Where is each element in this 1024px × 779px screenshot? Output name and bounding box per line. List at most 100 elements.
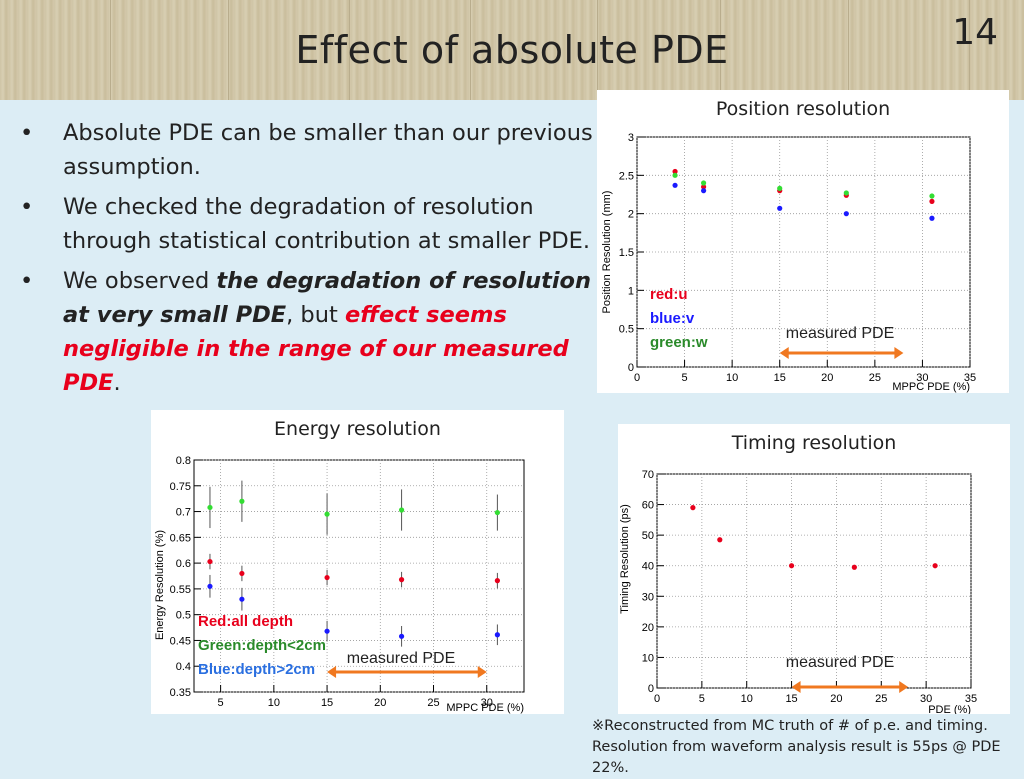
data-point bbox=[690, 505, 696, 511]
arrow-head-right bbox=[899, 681, 909, 693]
legend-label: blue:v bbox=[650, 310, 695, 327]
x-tick-label: 10 bbox=[741, 693, 753, 705]
x-tick-label: 10 bbox=[726, 372, 738, 384]
arrow-head-left bbox=[779, 347, 789, 359]
data-point bbox=[494, 509, 500, 516]
data-point bbox=[929, 198, 935, 204]
data-point bbox=[777, 185, 783, 191]
bullet-marker: • bbox=[20, 268, 34, 294]
y-tick-label: 0.35 bbox=[170, 687, 191, 699]
data-point bbox=[324, 511, 330, 517]
data-point bbox=[207, 504, 213, 511]
data-point bbox=[398, 507, 405, 513]
x-tick-label: 5 bbox=[218, 697, 224, 709]
bullet-text: . bbox=[113, 370, 121, 396]
y-tick-label: 50 bbox=[642, 530, 654, 542]
slide-title: Effect of absolute PDE bbox=[295, 28, 729, 72]
bullet-emphasis: the degradation of resolution at very sm… bbox=[63, 268, 592, 328]
footnote-line: ※Reconstructed from MC truth of # of p.e… bbox=[592, 718, 988, 734]
slide-header bbox=[0, 0, 1024, 100]
arrow-head-left bbox=[791, 681, 801, 693]
arrow-head-right bbox=[894, 347, 904, 359]
data-point bbox=[207, 583, 213, 589]
data-point bbox=[672, 168, 678, 175]
data-point bbox=[843, 211, 849, 217]
y-tick-label: 30 bbox=[642, 591, 654, 603]
x-tick-label: 20 bbox=[821, 372, 833, 384]
y-tick-label: 0 bbox=[628, 362, 634, 374]
y-tick-label: 0 bbox=[648, 683, 654, 695]
data-point bbox=[494, 632, 500, 638]
y-tick-label: 3 bbox=[628, 132, 634, 144]
y-tick-label: 1 bbox=[628, 285, 634, 297]
measured-pde-label: measured PDE bbox=[786, 325, 895, 342]
y-tick-label: 0.5 bbox=[176, 610, 191, 622]
bullet-list: • Absolute PDE can be smaller than our p… bbox=[20, 116, 595, 406]
y-tick-label: 0.55 bbox=[170, 584, 191, 596]
y-axis-label: Energy Resolution (%) bbox=[154, 530, 166, 640]
legend-label: Red:all depth bbox=[198, 613, 293, 630]
legend-label: Blue:depth>2cm bbox=[198, 661, 315, 678]
x-tick-label: 30 bbox=[920, 693, 932, 705]
y-tick-label: 0.65 bbox=[170, 532, 191, 544]
energy-resolution-chart: 0.35 0.4 0.45 0.5 0.55 0.6 0.65 0.7 0.75 0.8 5 10 15… bbox=[154, 455, 525, 714]
x-axis-label: MPPC PDE (%) bbox=[892, 381, 970, 393]
data-point bbox=[398, 577, 405, 583]
x-tick-label: 0 bbox=[654, 693, 660, 705]
arrow-head-left bbox=[327, 666, 337, 678]
data-point bbox=[717, 537, 723, 543]
y-tick-label: 2 bbox=[628, 209, 634, 221]
x-tick-label: 5 bbox=[699, 693, 705, 705]
chart-title: Energy resolution bbox=[274, 418, 441, 440]
bullet-item: • We observed the degradation of resolut… bbox=[20, 264, 595, 400]
y-tick-label: 40 bbox=[642, 561, 654, 573]
x-axis-label: MPPC PDE (%) bbox=[446, 702, 524, 714]
bullet-marker: • bbox=[20, 120, 34, 146]
x-tick-label: 20 bbox=[830, 693, 842, 705]
footnote: ※Reconstructed from MC truth of # of p.e… bbox=[592, 716, 1024, 779]
data-point bbox=[239, 596, 245, 602]
x-tick-label: 25 bbox=[427, 697, 439, 709]
y-tick-label: 2.5 bbox=[619, 170, 634, 182]
y-tick-label: 60 bbox=[642, 500, 654, 512]
x-tick-label: 10 bbox=[268, 697, 280, 709]
data-point bbox=[239, 498, 245, 504]
x-tick-label: 15 bbox=[774, 372, 786, 384]
data-point bbox=[324, 628, 330, 634]
y-tick-label: 0.6 bbox=[176, 558, 191, 570]
data-point bbox=[843, 190, 849, 196]
data-point bbox=[701, 180, 707, 186]
x-tick-label: 0 bbox=[634, 372, 640, 384]
y-tick-label: 0.5 bbox=[619, 324, 634, 336]
y-tick-label: 0.75 bbox=[170, 481, 191, 493]
data-point bbox=[207, 558, 213, 565]
x-tick-label: 30 bbox=[916, 372, 928, 384]
data-point bbox=[701, 188, 707, 194]
y-tick-label: 20 bbox=[642, 622, 654, 634]
page-number: 14 bbox=[952, 12, 998, 53]
y-axis-label: Timing Resolution (ps) bbox=[619, 504, 631, 614]
data-point bbox=[932, 563, 938, 569]
y-tick-label: 0.45 bbox=[170, 635, 191, 647]
x-tick-label: 5 bbox=[682, 372, 688, 384]
data-point bbox=[788, 563, 795, 569]
data-point bbox=[324, 574, 330, 581]
x-tick-label: 35 bbox=[964, 372, 976, 384]
data-point bbox=[929, 193, 935, 199]
data-point bbox=[851, 564, 857, 570]
y-tick-label: 0.4 bbox=[176, 661, 191, 673]
data-point bbox=[672, 172, 678, 178]
bullet-text: , but bbox=[286, 302, 345, 328]
bullet-text: We observed bbox=[63, 268, 217, 294]
y-tick-label: 0.7 bbox=[176, 507, 191, 519]
chart-title: Timing resolution bbox=[731, 432, 897, 454]
y-tick-label: 70 bbox=[642, 469, 654, 481]
bullet-text: Absolute PDE can be smaller than our pre… bbox=[63, 120, 593, 180]
legend-label: Green:depth<2cm bbox=[198, 637, 326, 654]
bullet-item: • Absolute PDE can be smaller than our p… bbox=[20, 116, 595, 184]
x-tick-label: 35 bbox=[965, 693, 977, 705]
x-tick-label: 25 bbox=[869, 372, 881, 384]
bullet-text: We checked the degradation of resolution… bbox=[63, 194, 591, 254]
data-point bbox=[929, 215, 935, 221]
